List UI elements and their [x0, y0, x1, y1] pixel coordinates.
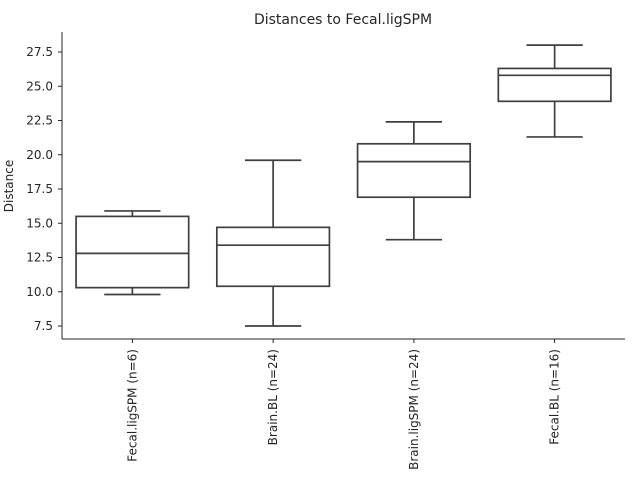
y-tick-label: 27.5 [26, 45, 53, 59]
y-tick-label: 12.5 [26, 251, 53, 265]
y-tick-label: 25.0 [26, 79, 53, 93]
iqr-box [497, 67, 612, 103]
box-1 [75, 210, 190, 296]
box-4 [497, 44, 612, 138]
y-tick-label: 7.5 [34, 319, 53, 333]
y-tick-label: 20.0 [26, 148, 53, 162]
iqr-box [75, 215, 190, 289]
y-tick-label: 22.5 [26, 114, 53, 128]
x-tick-label: Brain.BL (n=24) [266, 349, 280, 445]
x-tick-label: Brain.ligSPM (n=24) [407, 349, 421, 470]
iqr-box [215, 226, 331, 288]
y-tick-label: 10.0 [26, 285, 53, 299]
x-tick-label: Fecal.BL (n=16) [548, 349, 562, 445]
box-2 [215, 159, 331, 327]
box-3 [356, 121, 472, 241]
iqr-box [356, 142, 472, 199]
y-axis-label: Distance [2, 160, 16, 212]
chart-title: Distances to Fecal.ligSPM [254, 12, 432, 28]
x-tick-label: Fecal.ligSPM (n=6) [125, 349, 139, 462]
y-tick-label: 15.0 [26, 216, 53, 230]
y-tick-label: 17.5 [26, 182, 53, 196]
